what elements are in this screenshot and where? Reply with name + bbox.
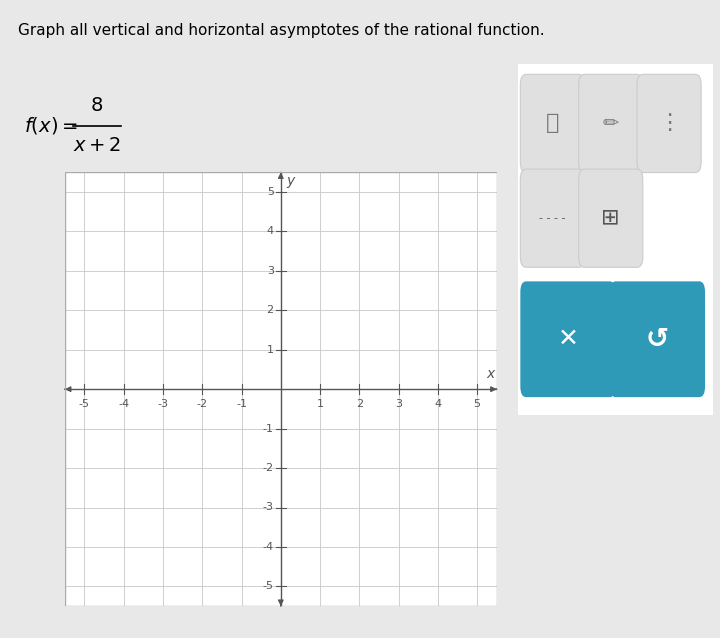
Text: 5: 5 bbox=[266, 187, 274, 197]
Text: 3: 3 bbox=[266, 266, 274, 276]
Text: 2: 2 bbox=[266, 306, 274, 315]
Text: $f(x) =$: $f(x) =$ bbox=[24, 115, 78, 136]
FancyBboxPatch shape bbox=[637, 74, 701, 172]
Text: - - - -: - - - - bbox=[539, 213, 566, 223]
Text: ✏: ✏ bbox=[603, 114, 619, 133]
Text: -2: -2 bbox=[197, 399, 208, 409]
Text: Graph all vertical and horizontal asymptotes of the rational function.: Graph all vertical and horizontal asympt… bbox=[18, 23, 544, 38]
Text: 4: 4 bbox=[266, 226, 274, 237]
Text: ⊞: ⊞ bbox=[601, 208, 620, 228]
Text: 4: 4 bbox=[434, 399, 441, 409]
Text: -5: -5 bbox=[79, 399, 90, 409]
Text: -3: -3 bbox=[158, 399, 168, 409]
FancyBboxPatch shape bbox=[579, 74, 643, 172]
Text: -1: -1 bbox=[263, 424, 274, 434]
Text: 3: 3 bbox=[395, 399, 402, 409]
Text: $x+2$: $x+2$ bbox=[73, 137, 121, 155]
Text: 1: 1 bbox=[266, 345, 274, 355]
FancyBboxPatch shape bbox=[521, 281, 616, 397]
Text: 1: 1 bbox=[317, 399, 323, 409]
FancyBboxPatch shape bbox=[579, 169, 643, 267]
Text: ↺: ↺ bbox=[646, 325, 669, 353]
Text: -1: -1 bbox=[236, 399, 247, 409]
Text: 2: 2 bbox=[356, 399, 363, 409]
FancyBboxPatch shape bbox=[610, 281, 705, 397]
Text: -4: -4 bbox=[263, 542, 274, 552]
Text: ⬜: ⬜ bbox=[546, 114, 559, 133]
Text: -5: -5 bbox=[263, 581, 274, 591]
Text: 8: 8 bbox=[91, 96, 103, 115]
FancyBboxPatch shape bbox=[521, 74, 585, 172]
Text: 5: 5 bbox=[474, 399, 481, 409]
FancyBboxPatch shape bbox=[521, 169, 585, 267]
Text: ⋮: ⋮ bbox=[658, 114, 680, 133]
FancyBboxPatch shape bbox=[513, 53, 719, 426]
Text: y: y bbox=[287, 174, 295, 188]
Text: -2: -2 bbox=[263, 463, 274, 473]
Text: ✕: ✕ bbox=[557, 327, 578, 352]
Text: x: x bbox=[487, 366, 495, 380]
Text: -3: -3 bbox=[263, 503, 274, 512]
Text: -4: -4 bbox=[118, 399, 130, 409]
